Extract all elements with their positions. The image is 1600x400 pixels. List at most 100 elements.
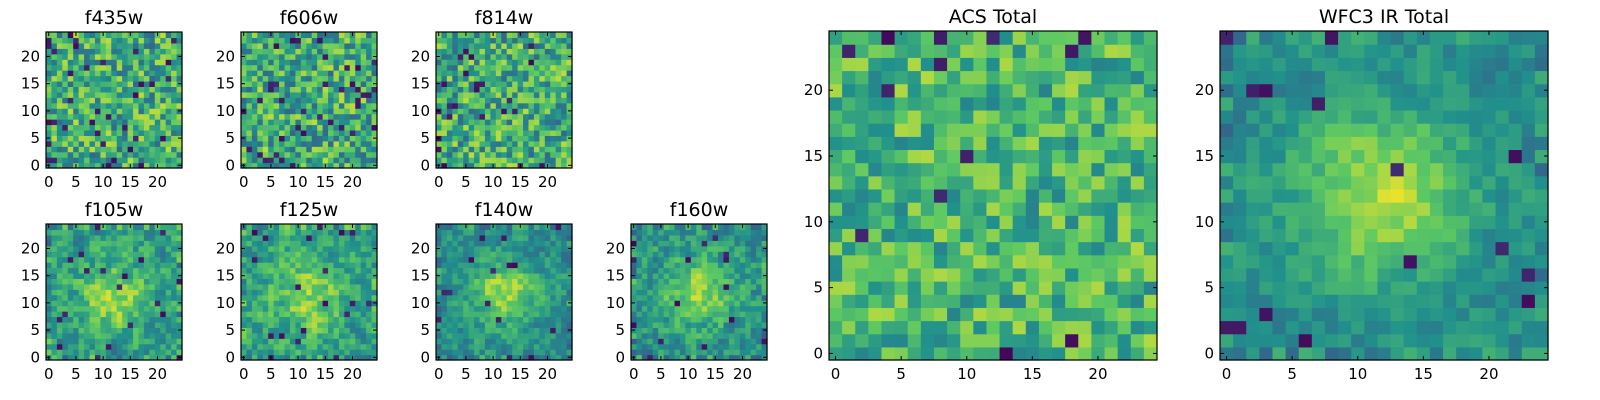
heatmap-cell (122, 300, 129, 307)
heatmap-cell (441, 151, 448, 158)
heatmap-cell (756, 332, 763, 339)
heatmap-cell (366, 327, 373, 334)
heatmap-cell (920, 149, 935, 164)
heatmap-cell (111, 229, 118, 236)
heatmap-cell (371, 129, 378, 136)
heatmap-cell (555, 129, 562, 136)
heatmap-cell (533, 70, 540, 77)
heatmap-cell (761, 321, 768, 328)
heatmap-cell (328, 53, 335, 60)
heatmap-cell (658, 332, 665, 339)
heatmap-cell (441, 305, 448, 312)
heatmap-cell (328, 48, 335, 55)
heatmap-cell (490, 146, 497, 153)
heatmap-cell (446, 102, 453, 109)
heatmap-cell (506, 316, 513, 323)
heatmap-cell (690, 311, 697, 318)
heatmap-cell (317, 338, 324, 345)
heatmap-cell (539, 354, 546, 361)
heatmap-cell (566, 321, 573, 328)
heatmap-cell (490, 316, 497, 323)
heatmap-cell (761, 283, 768, 290)
heatmap-cell (463, 42, 470, 49)
heatmap-cell (289, 37, 296, 44)
heatmap-cell (62, 129, 69, 136)
heatmap-cell (94, 91, 101, 98)
heatmap-cell (100, 311, 107, 318)
heatmap-cell (506, 80, 513, 87)
heatmap-cell (523, 75, 530, 82)
heatmap-cell (311, 42, 318, 49)
heatmap-cell (360, 251, 367, 258)
heatmap-cell (122, 251, 129, 258)
heatmap-cell (436, 129, 443, 136)
heatmap-cell (360, 146, 367, 153)
heatmap-cell (712, 349, 719, 356)
heatmap-cell (479, 91, 486, 98)
heatmap-cell (143, 140, 150, 147)
heatmap-cell (311, 108, 318, 115)
heatmap-cell (366, 102, 373, 109)
heatmap-cell (745, 300, 752, 307)
heatmap-cell (284, 32, 291, 39)
heatmap-cell (1117, 346, 1132, 361)
heatmap-cell (690, 327, 697, 334)
heatmap-cell (723, 229, 730, 236)
heatmap-cell (436, 119, 443, 126)
heatmap-cell (495, 262, 502, 269)
heatmap-cell (707, 343, 714, 350)
heatmap-cell (176, 140, 183, 147)
heatmap-cell (894, 294, 909, 308)
heatmap-cell (1065, 346, 1079, 361)
heatmap-cell (756, 354, 763, 361)
heatmap-cell (349, 349, 356, 356)
heatmap-cell (51, 75, 58, 82)
heatmap-cell (322, 102, 329, 109)
heatmap-cell (306, 146, 313, 153)
heatmap-cell (105, 256, 112, 263)
heatmap-cell (652, 338, 659, 345)
heatmap-cell (495, 229, 502, 236)
heatmap-cell (322, 294, 329, 301)
heatmap-cell (528, 37, 535, 44)
heatmap-cell (344, 108, 351, 115)
heatmap-cell (300, 80, 307, 87)
heatmap-cell (1025, 202, 1040, 216)
heatmap-cell (1038, 333, 1053, 348)
heatmap-cell (1038, 254, 1053, 269)
heatmap-cell (674, 300, 681, 307)
heatmap-cell (268, 108, 275, 115)
heatmap-cell (311, 124, 318, 131)
heatmap-cell (176, 129, 183, 136)
heatmap-cell (756, 267, 763, 274)
heatmap-cell (907, 267, 922, 282)
heatmap-cell (273, 332, 280, 339)
heatmap-cell (371, 86, 378, 93)
heatmap-cell (279, 229, 286, 236)
heatmap-cell (306, 162, 313, 169)
heatmap-cell (273, 108, 280, 115)
y-tick-label: 20 (216, 47, 235, 65)
heatmap-cell (490, 349, 497, 356)
heatmap-cell (268, 59, 275, 66)
heatmap-cell (533, 119, 540, 126)
heatmap-cell (441, 272, 448, 279)
heatmap-cell (289, 80, 296, 87)
heatmap-cell (273, 140, 280, 147)
heatmap-cell (338, 267, 345, 274)
heatmap-cell (279, 289, 286, 296)
heatmap-cell (262, 234, 269, 241)
heatmap-cell (679, 294, 686, 301)
heatmap-cell (728, 338, 735, 345)
heatmap-cell (723, 251, 730, 258)
heatmap-cell (539, 146, 546, 153)
heatmap-cell (94, 300, 101, 307)
heatmap-cell (544, 294, 551, 301)
heatmap-cell (468, 240, 475, 247)
heatmap-cell (105, 234, 112, 241)
heatmap-cell (1065, 228, 1079, 243)
heatmap-cell (539, 278, 546, 285)
heatmap-cell (262, 332, 269, 339)
heatmap-cell (138, 86, 145, 93)
x-tick-label: 0 (239, 365, 249, 383)
